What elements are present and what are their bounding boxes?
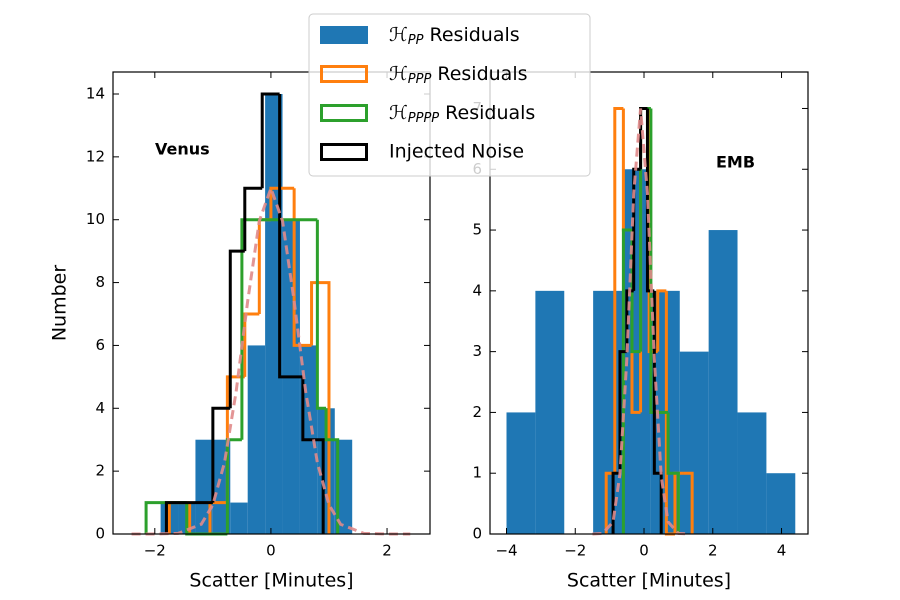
annotation: Venus bbox=[155, 140, 210, 159]
step-bin bbox=[260, 92, 280, 189]
legend-swatch bbox=[320, 104, 368, 122]
plot-area bbox=[506, 106, 796, 536]
y-tick-label: 3 bbox=[472, 342, 482, 360]
y-tick-label: 12 bbox=[86, 147, 105, 165]
y-tick-label: 5 bbox=[472, 221, 482, 239]
bar bbox=[737, 412, 767, 534]
step-bin bbox=[315, 219, 327, 410]
legend-label: ℋPPPP Residuals bbox=[389, 102, 535, 126]
y-tick-label: 6 bbox=[95, 336, 105, 354]
bar bbox=[506, 412, 536, 534]
y-axis-label: Number bbox=[49, 265, 71, 342]
step-bin bbox=[618, 350, 627, 474]
y-tick-label: 8 bbox=[95, 273, 105, 291]
step-bin bbox=[632, 167, 641, 291]
step-bin bbox=[630, 230, 641, 354]
bar bbox=[679, 351, 709, 534]
bar bbox=[708, 230, 738, 535]
step-bin bbox=[613, 106, 624, 474]
step-bin bbox=[211, 406, 231, 503]
bar bbox=[247, 345, 266, 534]
bar bbox=[230, 502, 248, 534]
plot-area bbox=[131, 92, 411, 536]
axes-frame bbox=[112, 71, 431, 535]
step-bin bbox=[243, 186, 263, 252]
y-tick-label: 4 bbox=[472, 281, 482, 299]
legend-swatch bbox=[320, 26, 368, 44]
x-tick-label: −2 bbox=[144, 542, 166, 560]
step-bin bbox=[292, 188, 312, 347]
y-tick-label: 1 bbox=[472, 464, 482, 482]
x-tick-label: 2 bbox=[708, 542, 718, 560]
x-tick-label: 2 bbox=[382, 542, 392, 560]
fit-curve bbox=[131, 183, 411, 536]
bar bbox=[535, 290, 565, 534]
step-bin bbox=[228, 249, 245, 409]
step-bin bbox=[278, 94, 303, 379]
fit-curve bbox=[592, 108, 689, 536]
annotation: EMB bbox=[716, 153, 755, 172]
legend: ℋPP Residuals ℋPPP Residuals ℋPPPP Residua… bbox=[308, 13, 591, 177]
y-tick-label: 14 bbox=[86, 85, 105, 103]
x-tick-label: 0 bbox=[266, 542, 276, 560]
x-axis-label: Scatter [Minutes] bbox=[189, 570, 353, 592]
step-bin bbox=[656, 289, 667, 352]
axes-frame bbox=[489, 71, 809, 535]
y-tick-label: 2 bbox=[472, 403, 482, 421]
step-bin bbox=[683, 471, 694, 534]
x-tick-label: 4 bbox=[777, 542, 787, 560]
y-tick-label: 2 bbox=[95, 462, 105, 480]
y-tick-label: 10 bbox=[86, 210, 105, 228]
step-bin bbox=[240, 218, 318, 440]
step-bin bbox=[666, 412, 680, 534]
step-bin bbox=[269, 186, 295, 220]
step-bin bbox=[324, 408, 340, 534]
x-axis-label: Scatter [Minutes] bbox=[567, 570, 731, 592]
legend-label: ℋPP Residuals bbox=[389, 24, 520, 48]
y-tick-label: 4 bbox=[95, 399, 105, 417]
step-bin bbox=[310, 281, 331, 534]
legend-swatch bbox=[320, 143, 368, 161]
x-tick-label: 0 bbox=[639, 542, 649, 560]
legend-box bbox=[308, 13, 591, 177]
y-tick-label: 0 bbox=[95, 525, 105, 543]
step-bin bbox=[144, 501, 167, 534]
legend-label: ℋPPP Residuals bbox=[389, 63, 528, 87]
step-bin bbox=[164, 501, 213, 534]
x-tick-label: −2 bbox=[564, 542, 586, 560]
x-tick-label: −4 bbox=[495, 542, 517, 560]
y-tick-label: 0 bbox=[472, 525, 482, 543]
legend-swatch bbox=[320, 65, 368, 83]
bar bbox=[766, 473, 796, 534]
legend-label: Injected Noise bbox=[389, 141, 524, 163]
